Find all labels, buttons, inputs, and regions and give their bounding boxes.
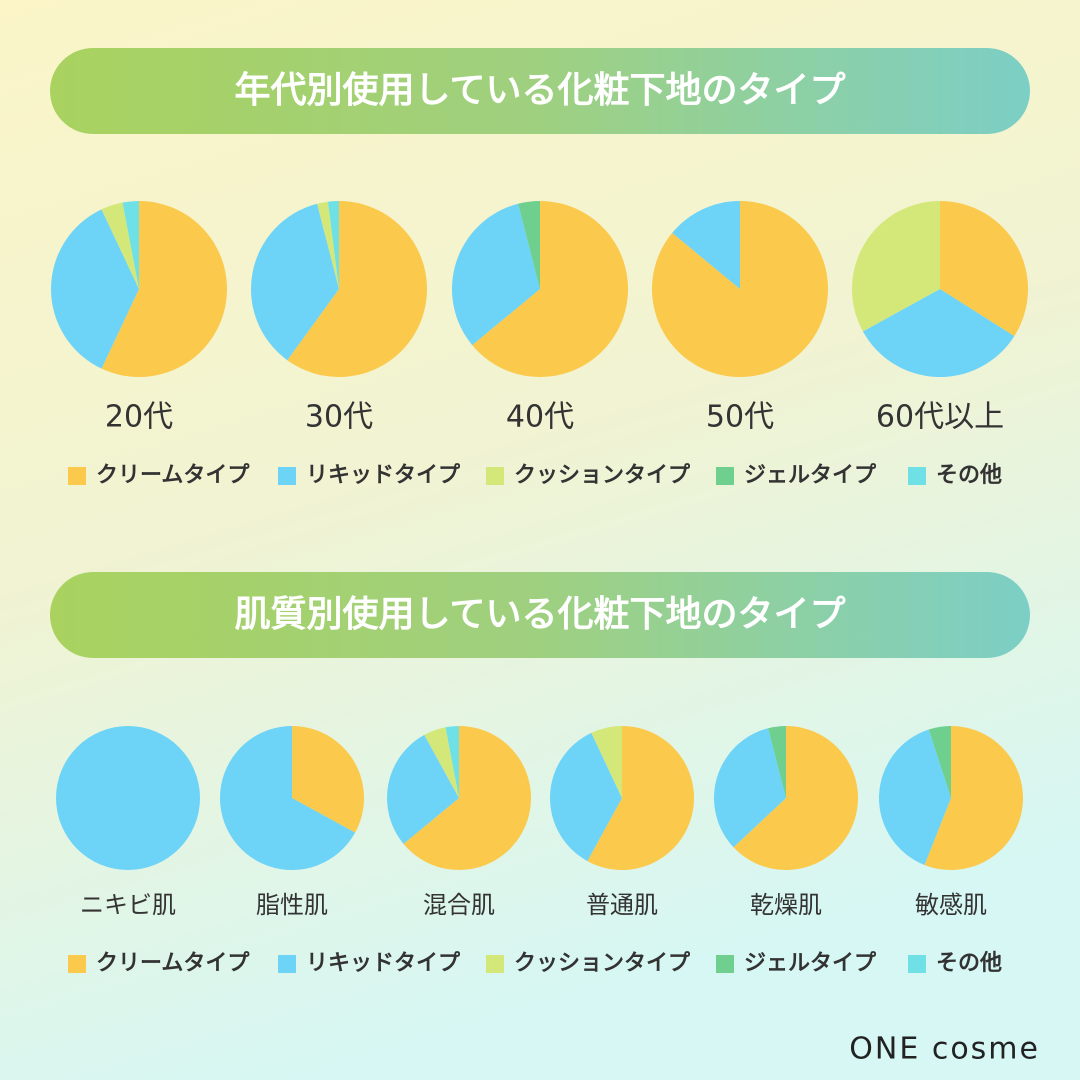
pie-slice	[472, 201, 628, 377]
legend-swatch	[716, 955, 734, 973]
pie-slice	[714, 728, 786, 848]
pie-label: 普通肌	[586, 891, 658, 919]
legend-label: クッションタイプ	[514, 463, 691, 488]
legend-swatch	[908, 955, 926, 973]
pie-slice	[327, 201, 339, 289]
legend-swatch	[486, 955, 504, 973]
pie-slice	[292, 726, 365, 833]
pie-slice	[220, 726, 356, 870]
pie-slice	[733, 726, 859, 870]
chart-title: 年代別使用している化粧下地のタイプ	[235, 70, 846, 111]
pie-slice	[852, 201, 940, 332]
pie-slice	[387, 734, 459, 844]
title-banner	[50, 572, 1030, 658]
legend-label: その他	[936, 951, 1002, 976]
pie-label: 混合肌	[423, 891, 495, 919]
pie-slice	[56, 726, 200, 870]
pie-label: 脂性肌	[256, 891, 328, 919]
pie-label: 60代以上	[876, 400, 1004, 435]
legend-swatch	[908, 467, 926, 485]
pie-slice	[122, 201, 139, 289]
legend-swatch	[716, 467, 734, 485]
pie-slice	[940, 201, 1028, 337]
pie-slice	[50, 209, 139, 369]
pie-label: 20代	[105, 400, 173, 435]
legend-label: クリームタイプ	[96, 463, 250, 488]
pie-slice	[287, 201, 427, 378]
pie-label: ニキビ肌	[80, 891, 176, 919]
pie-slice	[928, 726, 951, 798]
legend-label: リキッドタイプ	[306, 951, 461, 976]
legend-label: ジェルタイプ	[744, 463, 877, 488]
pie-slice	[878, 729, 951, 865]
pie-slice	[587, 726, 695, 870]
pie-slice	[101, 201, 227, 378]
pie-slice	[445, 726, 459, 798]
pie-slice	[403, 726, 531, 870]
pie-slice	[591, 726, 622, 798]
pie-slice	[424, 727, 459, 798]
pie-slice	[101, 202, 139, 289]
pie-slice	[862, 289, 1015, 377]
pie-slice	[317, 201, 339, 289]
legend-label: クッションタイプ	[514, 951, 691, 976]
brand-logo: ONE cosme	[849, 1032, 1040, 1067]
title-banner	[50, 48, 1030, 134]
pie-slice	[251, 203, 339, 361]
pie-label: 30代	[305, 400, 373, 435]
legend-swatch	[68, 467, 86, 485]
pie-label: 40代	[506, 400, 574, 435]
pie-label: 50代	[706, 400, 774, 435]
pie-slice	[672, 201, 740, 289]
legend-label: クリームタイプ	[96, 951, 250, 976]
pie-slice	[768, 726, 786, 798]
legend-swatch	[278, 955, 296, 973]
pie-slice	[924, 726, 1023, 870]
pie-label: 乾燥肌	[750, 891, 822, 919]
pie-slice	[451, 203, 540, 346]
pie-slice	[518, 201, 540, 289]
chart-title: 肌質別使用している化粧下地のタイプ	[235, 594, 846, 635]
legend-swatch	[68, 955, 86, 973]
legend-label: リキッドタイプ	[306, 463, 461, 488]
legend-label: ジェルタイプ	[744, 951, 877, 976]
legend-label: その他	[936, 463, 1002, 488]
pie-label: 敏感肌	[915, 891, 987, 919]
pie-slice	[550, 732, 622, 862]
legend-swatch	[486, 467, 504, 485]
legend-swatch	[278, 467, 296, 485]
